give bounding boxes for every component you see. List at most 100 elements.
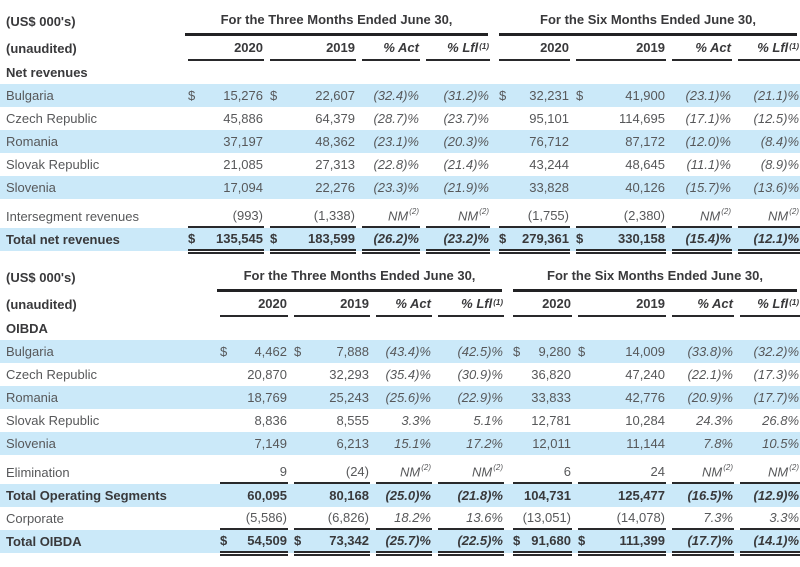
value-cell: 17.2% [432,432,504,455]
cell-value: (21.8)% [457,488,503,503]
value-cell: NM(2) [420,205,490,228]
cell-value: (20.3)% [443,134,489,149]
cell-value: 37,197 [223,134,263,149]
cell-value: (21.9)% [443,180,489,195]
cell-value: 9,280 [538,344,571,359]
value-cell: 24 [572,461,666,484]
row-label: Total Operating Segments [0,484,214,507]
value-cell: NM(2) [666,205,732,228]
cell-value: 9 [279,464,287,479]
value-cell: $22,607 [264,84,356,107]
cell-value: 3.3% [401,413,431,428]
cell-value: (33.8)% [687,344,733,359]
three-months-group-header: For the Three Months Ended June 30, [182,7,490,36]
cell-value: (23.7)% [443,111,489,126]
cell-value: (25.6)% [385,390,431,405]
cell-value: 21,085 [223,157,263,172]
cell-value: (32.4)% [373,88,419,103]
col-header-2020-3m: 2020 [182,36,264,61]
cell-value: (1,338) [313,208,355,223]
table-row: Corporate (5,586) (6,826) 18.2% 13.6% (13,051… [0,507,800,530]
cell-value: (14.1)% [753,533,800,548]
value-cell: NM(2) [666,461,734,484]
cell-value: 22,607 [315,88,355,103]
cell-value: 22,276 [315,180,355,195]
value-cell: (25.0)% [370,484,432,507]
row-label: Bulgaria [0,84,182,107]
cell-value: (8.9)% [760,157,800,172]
section-label: OIBDA [6,321,48,336]
col-header-2020-6m: 2020 [504,292,572,317]
value-cell: (22.8)% [356,153,420,176]
cell-value: 24 [650,464,665,479]
table-row: Slovak Republic 21,085 27,313 (22.8)% (21.4)… [0,153,800,176]
cell-value: 8,555 [336,413,369,428]
cell-value: NM(2) [400,462,431,480]
group-header-row: (US$ 000's) For the Three Months Ended J… [0,263,800,292]
value-cell: 26.8% [734,409,800,432]
value-cell: (24) [288,461,370,484]
cell-value: (23.1)% [685,88,731,103]
cell-value: 111,399 [619,533,665,548]
cell-value: (12.5)% [753,111,800,126]
value-cell: (22.9)% [432,386,504,409]
col-header-2019-3m: 2019 [288,292,370,317]
cell-value: (15.4)% [685,231,731,246]
value-cell: (20.3)% [420,130,490,153]
cell-value: (30.9)% [457,367,503,382]
six-months-group-header: For the Six Months Ended June 30, [490,7,800,36]
table-row: Czech Republic 20,870 32,293 (35.4)% (30.9)%… [0,363,800,386]
value-cell: $54,509 [214,530,288,556]
value-cell: (23.3)% [356,176,420,199]
value-cell: NM(2) [432,461,504,484]
dollar-sign: $ [270,88,278,103]
dollar-sign: $ [270,231,278,246]
row-label: Czech Republic [6,111,98,126]
value-cell: 27,313 [264,153,356,176]
row-label: Total net revenues [0,228,182,251]
value-cell: 36,820 [504,363,572,386]
value-cell: 125,477 [572,484,666,507]
value-cell: 33,828 [490,176,570,199]
value-cell: (23.7)% [420,107,490,130]
value-cell: 22,276 [264,176,356,199]
cell-value: (32.2)% [753,344,800,359]
value-cell: 87,172 [570,130,666,153]
units-label: (US$ 000's) [6,270,76,285]
unaudited-label: (unaudited) [6,41,77,56]
cell-value: 26.8% [762,413,800,428]
value-cell: 7,149 [214,432,288,455]
cell-value: (2,380) [623,208,665,223]
cell-value: (17.3)% [753,367,800,382]
cell-value: 7,149 [254,436,287,451]
value-cell: (21.8)% [432,484,504,507]
value-cell: (23.1)% [666,84,732,107]
value-cell: 5.1% [432,409,504,432]
dollar-sign: $ [499,88,507,103]
value-cell: (31.2)% [420,84,490,107]
cell-value: 41,900 [625,88,665,103]
value-cell: NM(2) [370,461,432,484]
value-cell: 43,244 [490,153,570,176]
value-cell: (1,338) [264,205,356,228]
value-cell: (20.9)% [666,386,734,409]
section-label: Net revenues [6,65,88,80]
value-cell: (22.1)% [666,363,734,386]
table-row: Intersegment revenues (993) (1,338) NM(2) NM… [0,205,800,228]
value-cell: (42.5)% [432,340,504,363]
value-cell: $9,280 [504,340,572,363]
financial-report-page: (US$ 000's) For the Three Months Ended J… [0,7,800,556]
value-cell: (35.4)% [370,363,432,386]
cell-value: (23.3)% [373,180,419,195]
value-cell: (32.2)% [734,340,800,363]
cell-value: (23.2)% [443,231,489,246]
cell-value: 4,462 [254,344,287,359]
value-cell: 20,870 [214,363,288,386]
value-cell: 9 [214,461,288,484]
cell-value: 73,342 [329,533,369,548]
cell-value: 104,731 [524,488,571,503]
cell-value: 60,095 [247,488,287,503]
value-cell: $4,462 [214,340,288,363]
row-label: Slovenia [0,432,214,455]
cell-value: 15,276 [223,88,263,103]
